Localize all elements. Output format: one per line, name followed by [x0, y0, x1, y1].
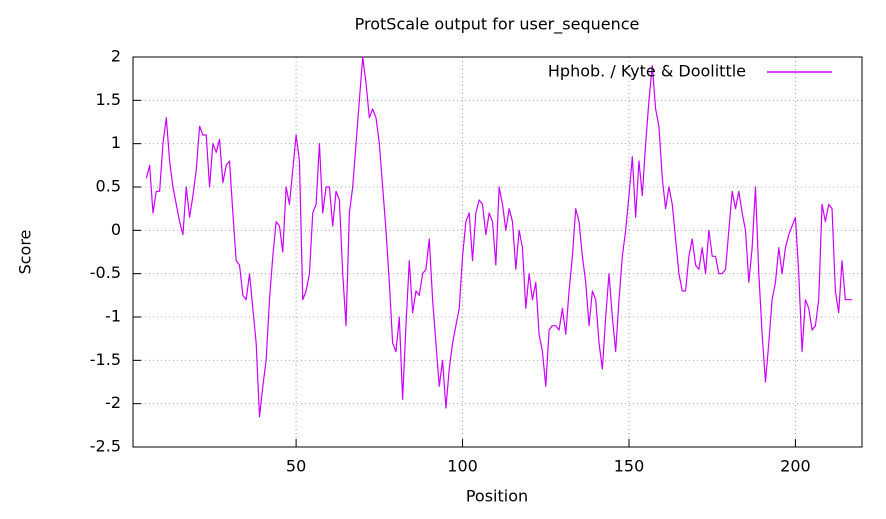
y-tick-label: 1.5: [96, 90, 121, 109]
y-tick-label: 0.5: [96, 177, 121, 196]
y-tick-label: -1: [105, 307, 121, 326]
y-tick-label: -2: [105, 393, 121, 412]
plot-border: [132, 56, 863, 448]
x-tick-label: 150: [614, 457, 645, 476]
x-tick-label: 200: [780, 457, 811, 476]
y-axis-label: Score: [16, 230, 35, 275]
y-tick-label: -0.5: [90, 263, 121, 282]
x-tick-label: 50: [286, 457, 306, 476]
x-axis-label: Position: [466, 487, 528, 506]
y-tick-label: -2.5: [90, 437, 121, 456]
y-tick-label: 1: [111, 133, 121, 152]
y-tick-label: 2: [111, 47, 121, 66]
legend-label: Hphob. / Kyte & Doolittle: [548, 62, 746, 81]
data-line: [145, 56, 853, 418]
x-tick-label: 100: [447, 457, 478, 476]
y-tick-label: 0: [111, 220, 121, 239]
y-tick-label: -1.5: [90, 350, 121, 369]
chart-title: ProtScale output for user_sequence: [355, 15, 640, 35]
